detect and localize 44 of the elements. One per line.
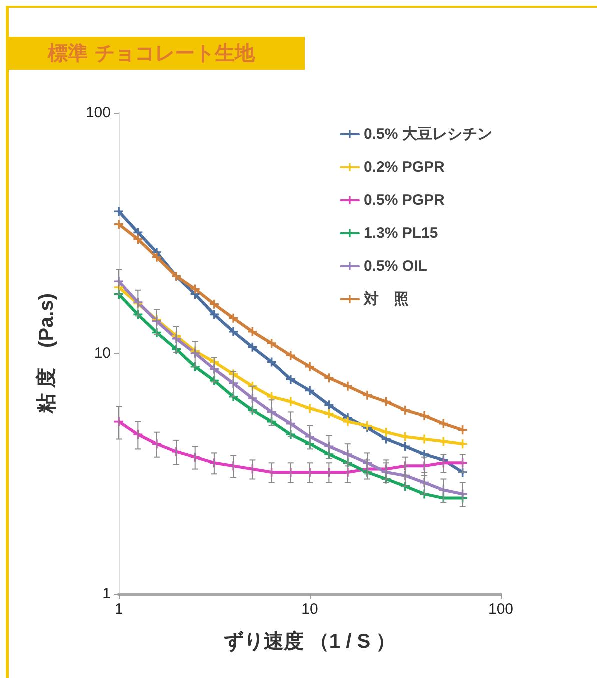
y-tick-label: 1 xyxy=(102,586,111,602)
point xyxy=(210,300,219,309)
point xyxy=(362,390,372,400)
point xyxy=(306,404,314,414)
legend-label: 0.5% 大豆レシチン xyxy=(364,126,492,143)
point xyxy=(134,234,143,244)
y-tick-label: 10 xyxy=(94,345,111,362)
x-tick-label: 1 xyxy=(114,601,124,618)
point xyxy=(229,314,238,323)
x-tick-label: 10 xyxy=(302,601,318,618)
point xyxy=(114,220,124,229)
legend-label: 1.3% PL15 xyxy=(364,225,438,242)
y-tick-label: 100 xyxy=(86,104,111,122)
point xyxy=(400,406,410,415)
point xyxy=(400,442,410,452)
point xyxy=(152,252,162,262)
legend-label: 0.5% PGPR xyxy=(364,192,446,209)
legend-label: 0.2% PGPR xyxy=(364,159,446,176)
legend-label: 対 照 xyxy=(363,290,409,308)
point xyxy=(343,382,352,391)
point xyxy=(114,207,124,216)
x-tick-label: 100 xyxy=(488,601,514,618)
point xyxy=(324,410,334,419)
point xyxy=(382,428,391,437)
point xyxy=(324,374,334,383)
point xyxy=(286,374,296,384)
point xyxy=(362,421,372,430)
point xyxy=(286,351,296,360)
point xyxy=(248,342,258,352)
point xyxy=(306,386,314,396)
point xyxy=(420,434,430,444)
point xyxy=(286,397,296,406)
x-axis-title: ずり速度 （1 / S ） xyxy=(224,630,396,653)
point xyxy=(420,411,430,420)
point xyxy=(324,400,334,410)
point xyxy=(306,362,314,372)
point xyxy=(267,339,276,348)
y-axis-title: 粘 度 (Pa.s) xyxy=(35,293,58,415)
legend-label: 0.5% OIL xyxy=(364,258,428,275)
point xyxy=(229,327,238,336)
point xyxy=(343,417,352,426)
point xyxy=(210,310,219,320)
point xyxy=(248,327,258,336)
chart-title: 標準 チョコレート生地 xyxy=(8,37,305,70)
